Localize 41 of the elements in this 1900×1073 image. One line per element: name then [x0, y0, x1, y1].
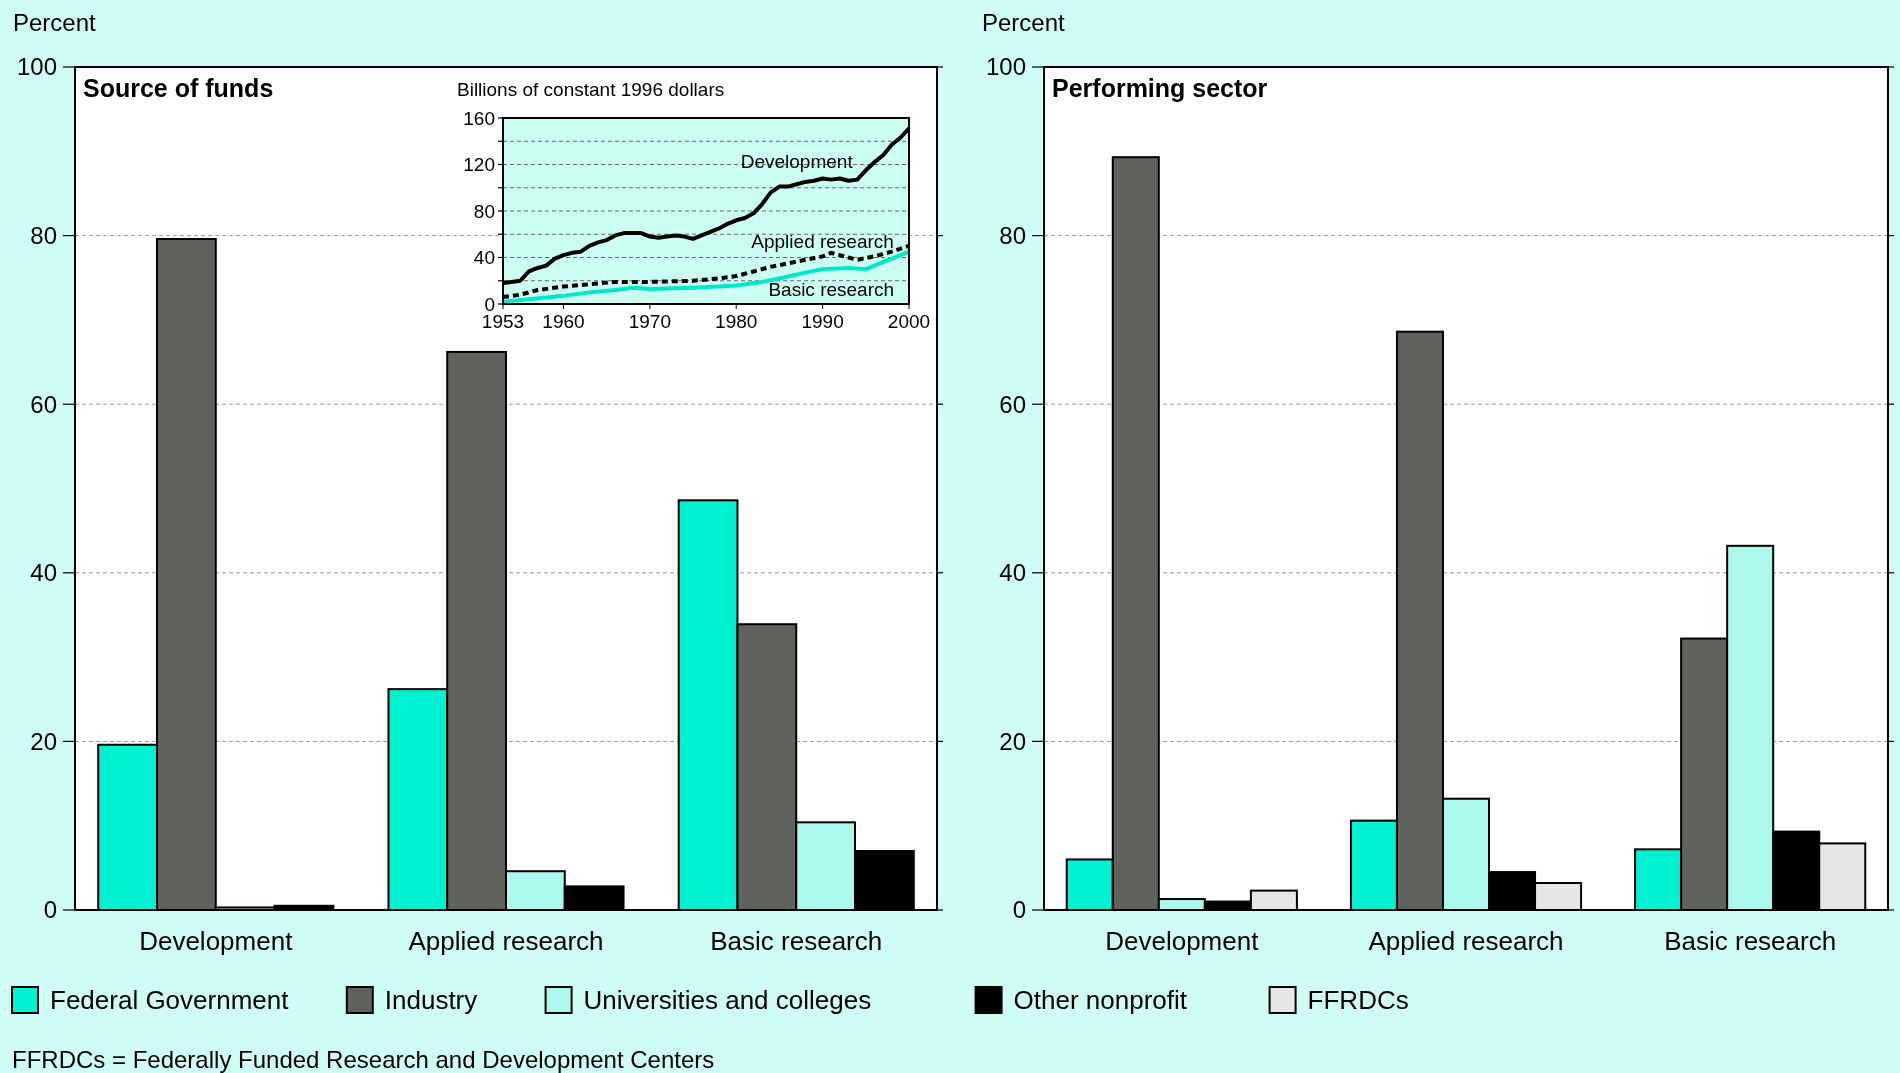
y-axis-title: Percent [982, 9, 1066, 36]
y-tick-label: 60 [999, 390, 1026, 418]
x-tick-label: Applied research [1368, 926, 1564, 956]
y-tick-label: 80 [999, 222, 1026, 249]
legend-label: Universities and colleges [583, 985, 872, 1016]
x-tick-label: 1970 [628, 311, 671, 332]
x-tick-label: 1960 [542, 311, 585, 332]
y-tick-label: 100 [16, 53, 57, 81]
chart-title: Performing sector [1052, 74, 1268, 102]
series-label: Basic research [768, 278, 895, 300]
y-tick-label: 40 [999, 559, 1026, 587]
y-tick-label: 0 [1012, 896, 1026, 924]
x-tick-label: Development [139, 926, 294, 956]
y-tick-label: 40 [30, 559, 57, 587]
legend-label: Industry [384, 985, 478, 1016]
y-tick-label: 20 [30, 727, 57, 755]
legend-label: Other nonprofit [1013, 985, 1188, 1016]
y-axis-title: Percent [13, 9, 97, 36]
y-tick-label: 100 [985, 53, 1026, 81]
y-tick-label: 40 [473, 247, 495, 269]
series-label: Development [740, 150, 854, 172]
legend-label: FFRDCs [1307, 985, 1409, 1016]
x-tick-label: Applied research [408, 926, 604, 956]
y-tick-label: 20 [999, 727, 1026, 755]
y-tick-label: 80 [473, 200, 495, 222]
x-tick-label: 1990 [801, 311, 844, 332]
legend-label: Federal Government [50, 985, 290, 1016]
chart-title: Billions of constant 1996 dollars [457, 79, 725, 100]
x-tick-label: 1980 [715, 311, 758, 332]
y-tick-label: 0 [43, 896, 57, 924]
text: FFRDCs = Federally Funded Research and Development Centers [12, 1046, 715, 1073]
series-label: Applied research [751, 230, 894, 252]
x-tick-label: Development [1105, 926, 1260, 956]
x-tick-label: Basic research [710, 926, 883, 956]
x-tick-label: 2000 [887, 311, 931, 332]
y-tick-label: 160 [463, 107, 495, 129]
x-tick-label: Basic research [1664, 926, 1837, 956]
y-tick-label: 80 [30, 222, 57, 249]
y-tick-label: 60 [30, 390, 57, 418]
y-tick-label: 120 [463, 154, 495, 176]
chart-title: Source of funds [83, 74, 274, 102]
